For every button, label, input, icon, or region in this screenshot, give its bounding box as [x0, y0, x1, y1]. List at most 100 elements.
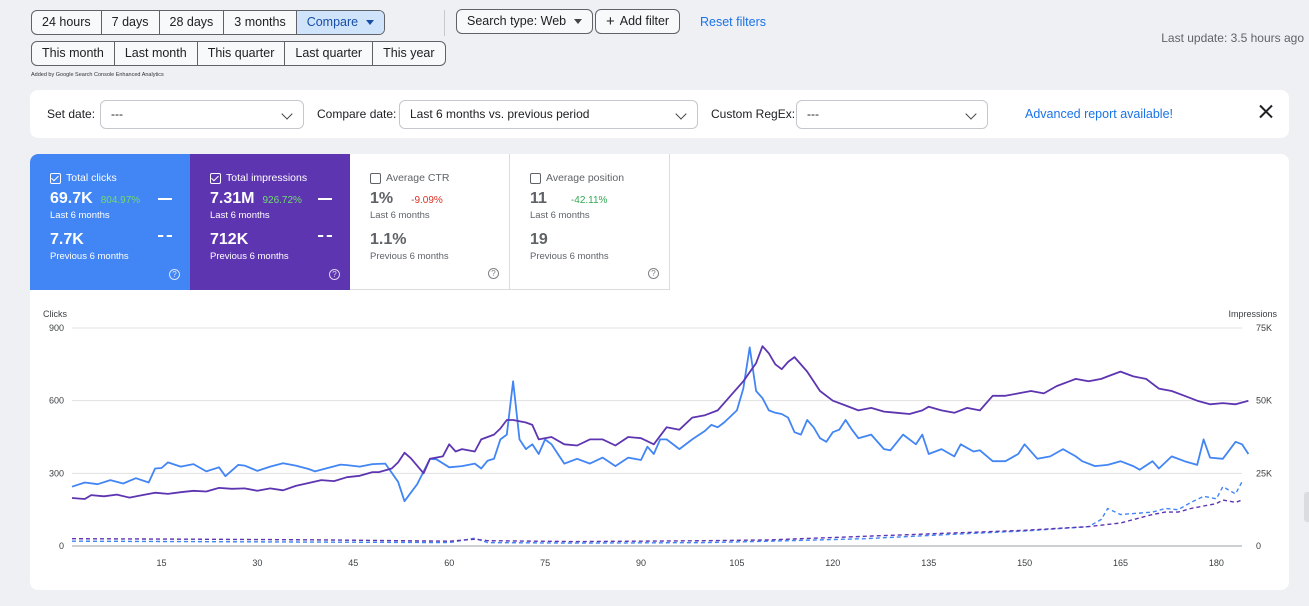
x-tick-label: 180 [1209, 558, 1224, 568]
metric-prev-period: Previous 6 months [530, 251, 609, 262]
checkbox-unchecked-icon[interactable] [530, 172, 541, 184]
metric-period: Last 6 months [210, 210, 270, 221]
metric-prev-value: 712K [210, 231, 249, 248]
x-tick-label: 165 [1113, 558, 1128, 568]
add-filter-button[interactable]: + Add filter [595, 9, 681, 34]
range-7-days-button[interactable]: 7 days [102, 11, 160, 34]
metric-prev-value: 7.7K [50, 231, 84, 248]
chevron-down-icon [675, 108, 687, 120]
reset-filters-link[interactable]: Reset filters [700, 15, 766, 29]
metric-title: Total clicks [66, 172, 117, 184]
set-date-select[interactable]: --- [100, 100, 304, 129]
help-icon[interactable]: ? [169, 269, 180, 280]
metric-total-impressions[interactable]: Total impressions 7.31M 926.72% Last 6 mo… [190, 154, 350, 290]
compare-range-group: This month Last month This quarter Last … [31, 41, 446, 66]
impressions-series-line [71, 345, 1249, 500]
advanced-report-link[interactable]: Advanced report available! [1025, 107, 1174, 121]
x-tick-label: 60 [444, 558, 454, 568]
this-month-button[interactable]: This month [32, 42, 115, 65]
metric-change: 926.72% [262, 195, 302, 206]
this-quarter-button[interactable]: This quarter [198, 42, 286, 65]
help-icon[interactable]: ? [329, 269, 340, 280]
metric-prev-period: Previous 6 months [50, 251, 129, 262]
x-tick-label: 75 [540, 558, 550, 568]
x-tick-label: 135 [921, 558, 936, 568]
compare-label: Compare [306, 15, 359, 29]
compare-date-label: Compare date: [317, 107, 397, 121]
range-24-hours-button[interactable]: 24 hours [32, 11, 102, 34]
clicks-series-line [71, 346, 1250, 503]
y-tick-label-right: 0 [1256, 541, 1261, 551]
metric-change: 804.97% [100, 195, 141, 206]
scrollbar-handle[interactable] [1304, 492, 1309, 522]
metric-period: Last 6 months [50, 210, 110, 221]
set-date-value: --- [111, 107, 123, 121]
filter-bar: Set date: --- Compare date: Last 6 month… [30, 90, 1289, 138]
checkbox-checked-icon[interactable] [210, 172, 221, 184]
compare-date-value: Last 6 months vs. previous period [410, 107, 590, 121]
x-tick-label: 15 [157, 558, 167, 568]
metric-title: Average CTR [386, 172, 450, 184]
close-icon[interactable] [1257, 103, 1275, 121]
solid-line-legend-icon [318, 198, 332, 200]
x-tick-label: 45 [348, 558, 358, 568]
compare-dropdown-button[interactable]: Compare [296, 11, 385, 34]
x-tick-label: 150 [1017, 558, 1032, 568]
y-tick-label-right: 25K [1256, 468, 1272, 478]
metric-title: Average position [546, 172, 625, 184]
help-icon[interactable]: ? [648, 268, 659, 279]
last-month-button[interactable]: Last month [115, 42, 198, 65]
metric-period: Last 6 months [530, 210, 590, 221]
toolbar-divider [444, 10, 445, 36]
y-tick-label-left: 600 [49, 396, 64, 406]
metric-average-ctr[interactable]: Average CTR 1% -9.09% Last 6 months 1.1% … [350, 154, 510, 290]
regex-value: --- [807, 107, 819, 121]
metric-value: 7.31M [210, 190, 255, 207]
extension-note: Added by Google Search Console Enhanced … [31, 72, 164, 78]
last-update-text: Last update: 3.5 hours ago [1161, 31, 1304, 45]
search-type-dropdown[interactable]: Search type: Web [456, 9, 594, 34]
x-tick-label: 105 [729, 558, 744, 568]
help-icon[interactable]: ? [488, 268, 499, 279]
checkbox-unchecked-icon[interactable] [370, 172, 381, 184]
metric-prev-value: 19 [530, 231, 548, 248]
x-tick-label: 90 [636, 558, 646, 568]
chevron-down-icon [965, 108, 977, 120]
metric-average-position[interactable]: Average position 11 -42.11% Last 6 months… [510, 154, 670, 290]
y-tick-label-left: 0 [59, 541, 64, 551]
metric-value: 1% [370, 190, 394, 207]
y-tick-label-right: 50K [1256, 396, 1272, 406]
range-3-months-button[interactable]: 3 months [224, 11, 297, 34]
this-year-button[interactable]: This year [383, 46, 435, 60]
metric-prev-value: 1.1% [370, 231, 407, 248]
performance-line-chart: 0 0 300 25K 600 50K 900 75K 15 30 45 60 75 90 105 120 13… [49, 323, 1272, 568]
metric-change: -42.11% [570, 195, 608, 206]
metric-total-clicks[interactable]: Total clicks 69.7K 804.97% Last 6 months … [30, 154, 190, 290]
metric-title: Total impressions [226, 172, 308, 184]
metric-value: 11 [530, 190, 547, 207]
performance-card: Total clicks 69.7K 804.97% Last 6 months … [30, 154, 1289, 590]
caret-down-icon [366, 20, 375, 26]
search-type-label: Search type: Web [467, 14, 567, 28]
compare-date-select[interactable]: Last 6 months vs. previous period [399, 100, 698, 129]
impressions-previous-series-line [71, 499, 1243, 543]
set-date-label: Set date: [47, 107, 96, 121]
x-tick-label: 30 [252, 558, 262, 568]
checkbox-checked-icon[interactable] [50, 172, 61, 184]
x-tick-label: 120 [825, 558, 840, 568]
last-quarter-button[interactable]: Last quarter [285, 42, 374, 65]
metric-value: 69.7K [50, 190, 93, 207]
dashed-line-legend-icon [158, 235, 172, 237]
y-tick-label-left: 300 [49, 468, 64, 478]
y-axis-left-label: Clicks [43, 309, 67, 319]
metric-prev-period: Previous 6 months [210, 251, 289, 262]
add-filter-label: Add filter [619, 14, 670, 28]
regex-label: Custom RegEx: [711, 107, 796, 121]
regex-select[interactable]: --- [796, 100, 988, 129]
dashed-line-legend-icon [318, 235, 332, 237]
metric-period: Last 6 months [370, 210, 430, 221]
metric-change: -9.09% [411, 195, 443, 206]
chevron-down-icon [281, 108, 293, 120]
y-axis-right-label: Impressions [1228, 309, 1277, 319]
range-28-days-button[interactable]: 28 days [160, 11, 225, 34]
